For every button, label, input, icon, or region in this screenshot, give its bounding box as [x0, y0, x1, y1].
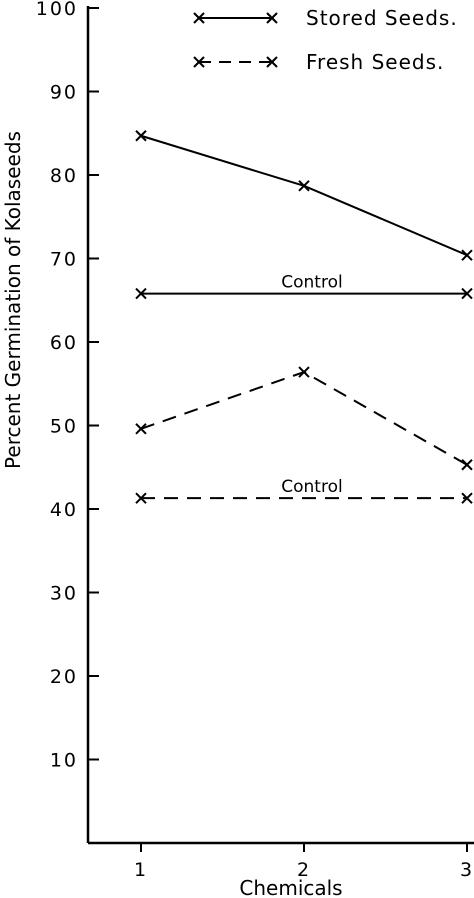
control-marker — [461, 287, 473, 300]
stored-seeds-point — [298, 180, 310, 192]
control-marker — [135, 287, 147, 300]
x-tick-label: 3 — [460, 859, 474, 881]
fresh-seeds-line — [140, 370, 468, 466]
y-tick-label: 20 — [50, 666, 78, 688]
stored-seeds-point — [135, 130, 147, 142]
legend-marker — [193, 12, 205, 24]
y-tick-label: 70 — [50, 249, 78, 271]
y-tick-label: 50 — [50, 416, 78, 438]
legend-marker — [266, 56, 278, 68]
y-tick-label: 90 — [50, 82, 78, 104]
fresh-seeds-point — [135, 423, 147, 435]
y-axis-title: Percent Germination of Kolaseeds — [1, 131, 25, 469]
data-series — [135, 130, 473, 471]
y-tick-label: 30 — [50, 583, 78, 605]
legend-label: Fresh Seeds. — [306, 50, 444, 74]
y-tick-label: 40 — [50, 499, 78, 521]
x-axis-ticks: 1 2 3 — [134, 843, 474, 881]
stored-seeds-line — [140, 134, 468, 257]
y-tick-label: 10 — [50, 750, 78, 772]
control-marker — [135, 492, 147, 504]
y-tick-label: 80 — [50, 165, 78, 187]
x-tick-label: 1 — [134, 859, 148, 881]
y-tick-label: 60 — [50, 332, 78, 354]
control-marker — [461, 492, 473, 504]
y-axis-ticks: 10 20 30 40 50 60 70 80 90 100 — [36, 0, 99, 772]
legend-label: Stored Seeds. — [306, 6, 458, 30]
y-tick-label: 100 — [36, 0, 78, 20]
fresh-seeds-point — [461, 459, 473, 471]
x-axis-title: Chemicals — [239, 876, 342, 898]
legend-marker — [193, 56, 205, 68]
control-label: Control — [281, 273, 342, 293]
stored-seeds-point — [461, 249, 473, 261]
fresh-seeds-point — [298, 366, 310, 378]
legend-marker — [266, 12, 278, 24]
control-lines: Control Control — [135, 273, 473, 504]
control-label: Control — [281, 477, 342, 497]
legend: Stored Seeds. Fresh Seeds. — [193, 6, 458, 74]
x-tick-label: 2 — [297, 859, 311, 881]
